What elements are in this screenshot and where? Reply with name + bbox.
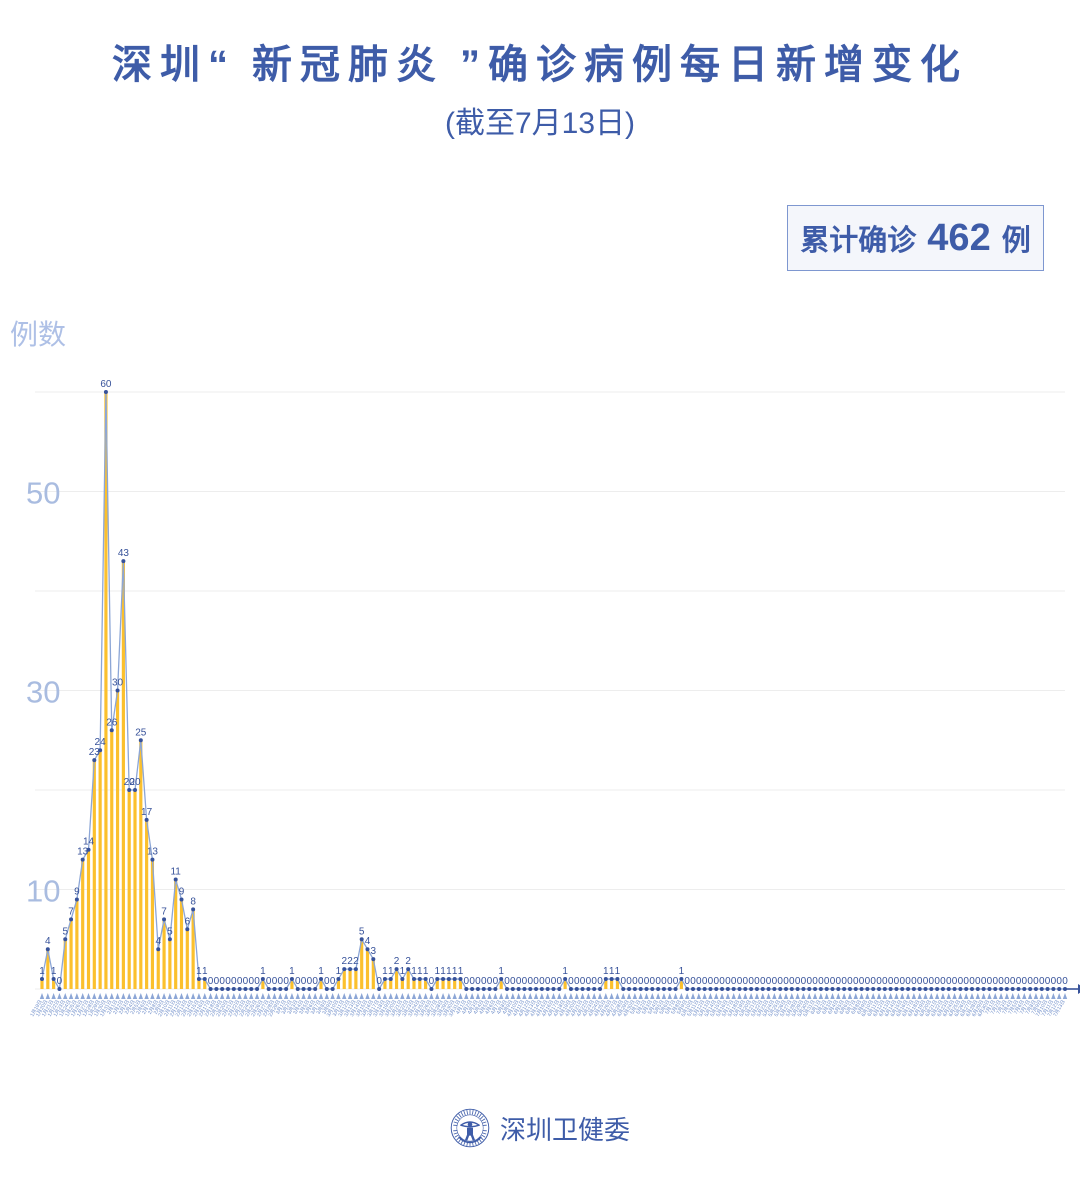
- svg-text:1: 1: [388, 966, 394, 977]
- svg-text:5: 5: [62, 926, 68, 937]
- svg-text:4: 4: [155, 936, 161, 947]
- svg-text:0: 0: [429, 976, 435, 987]
- svg-text:0: 0: [493, 976, 499, 987]
- svg-text:2: 2: [353, 956, 359, 967]
- svg-text:13: 13: [147, 847, 159, 858]
- svg-text:3: 3: [371, 946, 377, 957]
- svg-text:0: 0: [673, 976, 679, 987]
- svg-text:0: 0: [557, 976, 563, 987]
- svg-text:30: 30: [26, 675, 60, 710]
- svg-text:0: 0: [330, 976, 336, 987]
- svg-text:17: 17: [141, 807, 153, 818]
- svg-text:50: 50: [26, 476, 60, 511]
- svg-text:5: 5: [167, 926, 173, 937]
- svg-text:25: 25: [135, 727, 147, 738]
- svg-text:13: 13: [77, 847, 89, 858]
- svg-text:1: 1: [336, 966, 342, 977]
- svg-text:0: 0: [597, 976, 603, 987]
- svg-text:26: 26: [106, 717, 118, 728]
- svg-text:9: 9: [179, 886, 185, 897]
- svg-text:0: 0: [312, 976, 318, 987]
- svg-text:43: 43: [118, 548, 130, 559]
- svg-text:20: 20: [129, 777, 141, 788]
- svg-text:11: 11: [170, 867, 181, 878]
- svg-text:0: 0: [1062, 976, 1068, 987]
- svg-text:24: 24: [95, 737, 107, 748]
- svg-text:60: 60: [100, 379, 112, 390]
- svg-text:7: 7: [68, 906, 74, 917]
- svg-text:10: 10: [26, 874, 60, 909]
- svg-text:0: 0: [254, 976, 260, 987]
- svg-text:14: 14: [83, 837, 95, 848]
- svg-text:9: 9: [74, 886, 80, 897]
- svg-text:0: 0: [376, 976, 382, 987]
- svg-text:23: 23: [89, 747, 101, 758]
- svg-text:7: 7: [161, 906, 167, 917]
- svg-text:4: 4: [45, 936, 51, 947]
- svg-text:30: 30: [112, 678, 124, 689]
- svg-text:8: 8: [190, 896, 196, 907]
- svg-text:0: 0: [283, 976, 289, 987]
- svg-text:1: 1: [400, 966, 406, 977]
- svg-text:0: 0: [57, 976, 63, 987]
- svg-text:6: 6: [185, 916, 191, 927]
- svg-text:1: 1: [39, 966, 45, 977]
